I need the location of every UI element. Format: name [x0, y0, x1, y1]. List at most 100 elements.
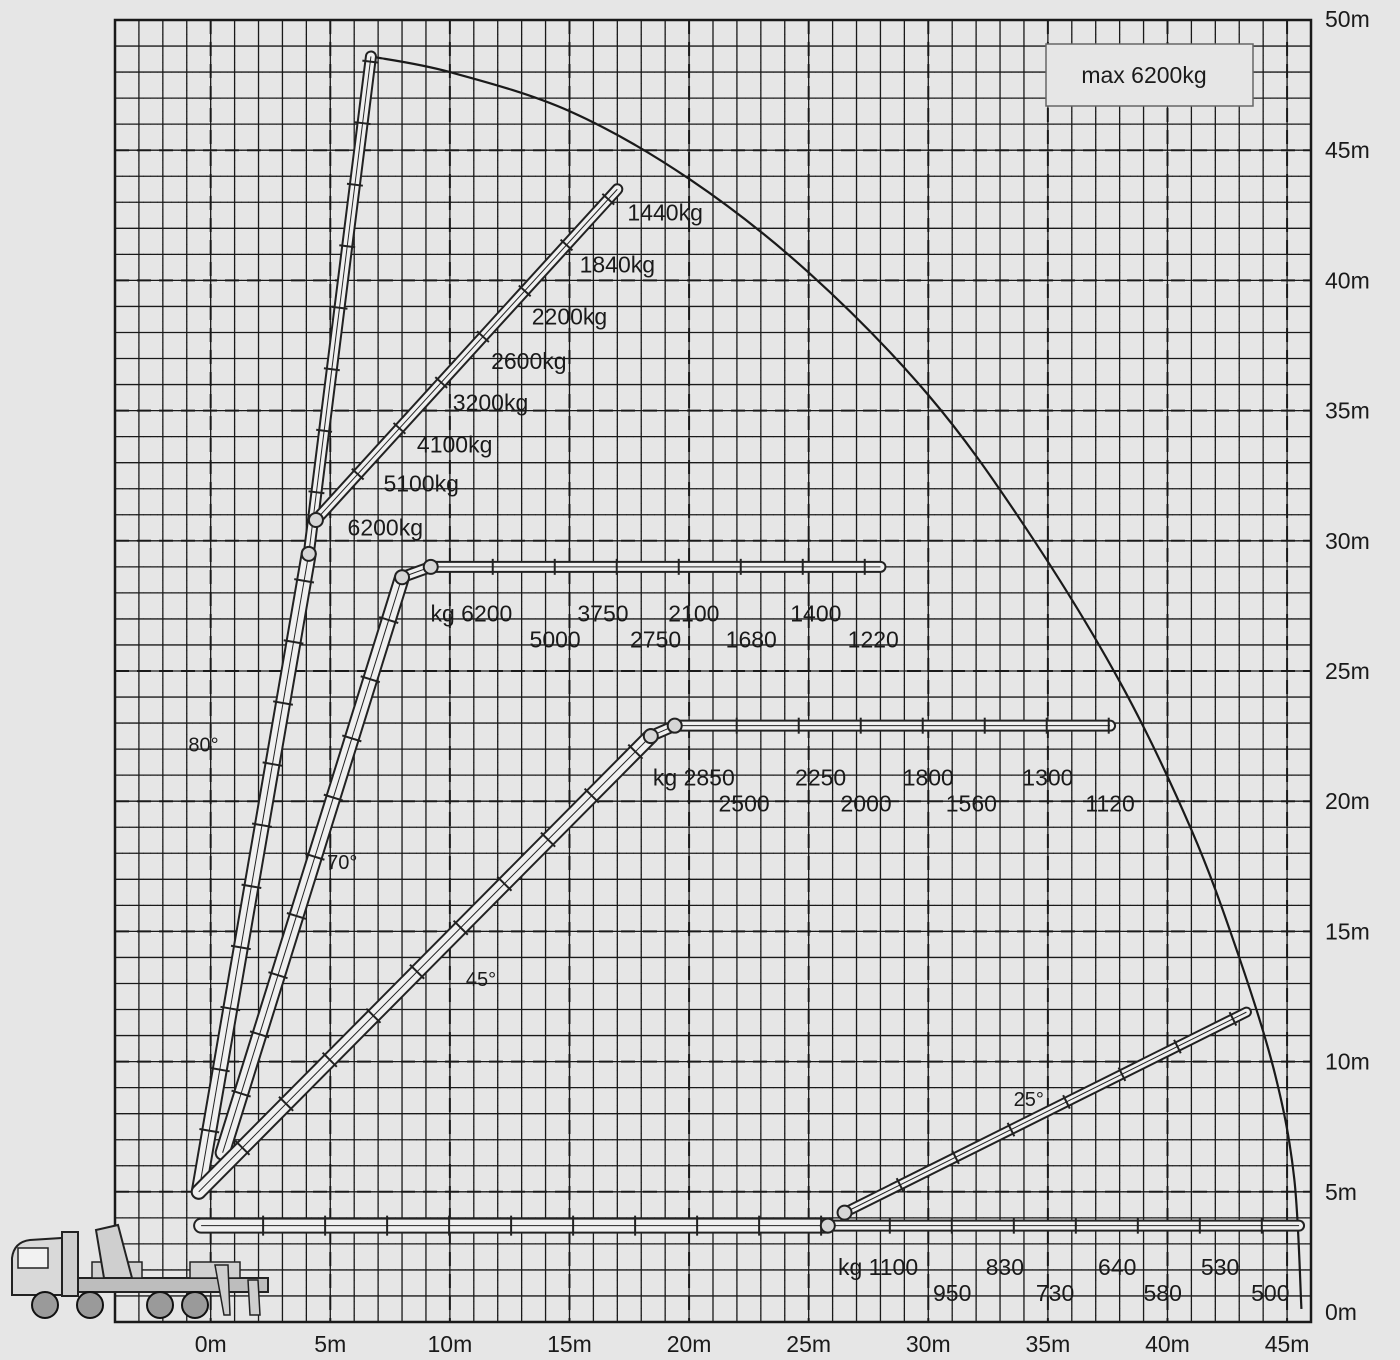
y-tick-label: 5m — [1325, 1179, 1357, 1205]
capacity-label: 3750 — [577, 601, 628, 627]
y-tick-label: 0m — [1325, 1299, 1357, 1325]
boom-section-joint — [286, 912, 307, 920]
envelope-curve — [370, 55, 1303, 1310]
capacity-label: 580 — [1144, 1280, 1182, 1306]
capacity-label: 1840kg — [580, 252, 655, 278]
boom-position-knuckle — [307, 183, 624, 528]
capacity-label: 1560 — [946, 791, 997, 817]
boom-arm-segment — [309, 183, 624, 526]
truck-cab — [11, 1231, 79, 1297]
capacity-label: 640 — [1098, 1254, 1136, 1280]
boom-angle-label: 70° — [327, 852, 357, 874]
boom-section-joint — [365, 1007, 382, 1024]
boom-position-2 — [214, 558, 887, 1161]
boom-angle-label: 80° — [188, 735, 218, 757]
boom-section-joint — [331, 305, 348, 310]
max-capacity-box: max 6200kg — [1045, 43, 1254, 107]
boom-section-joint — [1006, 1122, 1016, 1137]
x-tick-label: 45m — [1265, 1331, 1310, 1357]
capacity-label: 1300 — [1022, 765, 1073, 791]
boom-section-joint — [234, 1140, 251, 1156]
boom-section-joint — [308, 490, 325, 495]
boom-section-joint — [1117, 1067, 1127, 1082]
capacity-label: 1680 — [726, 627, 777, 653]
capacity-label: 1120 — [1085, 791, 1134, 817]
boom-section-joint — [346, 182, 363, 187]
boom-section-joint — [209, 1066, 230, 1073]
boom-section-joint — [339, 244, 356, 249]
x-tick-label: 35m — [1026, 1331, 1071, 1357]
boom-jib-extension — [839, 1006, 1252, 1219]
capacity-label: 2200kg — [532, 304, 607, 330]
boom-section-joint — [262, 761, 283, 767]
boom-section-joint — [220, 1005, 241, 1012]
boom-knuckle — [307, 511, 324, 528]
boom-section-joint — [540, 831, 556, 848]
y-tick-label: 30m — [1325, 528, 1370, 554]
capacity-label: kg 6200 — [430, 601, 512, 627]
boom-section-joint — [272, 700, 294, 706]
capacity-label: 4100kg — [417, 431, 492, 457]
boom-section-joint — [627, 743, 644, 760]
truck-wheels — [31, 1291, 209, 1319]
boom-section-joint — [409, 963, 425, 980]
boom-section-joint — [321, 1052, 338, 1068]
x-tick-label: 40m — [1145, 1331, 1190, 1357]
capacity-label: kg 1100 — [838, 1254, 918, 1280]
boom-section-joint — [199, 1128, 220, 1134]
boom-section-joint — [951, 1150, 960, 1165]
y-tick-label: 10m — [1325, 1049, 1370, 1075]
x-tick-label: 30m — [906, 1331, 951, 1357]
boom-position-1 — [190, 50, 379, 1200]
x-tick-label: 15m — [547, 1331, 592, 1357]
boom-section-joint — [518, 284, 532, 297]
capacity-label: 3200kg — [453, 390, 528, 416]
capacity-label: 2100 — [668, 601, 719, 627]
capacity-label: 530 — [1201, 1254, 1239, 1280]
boom-arm-segment — [190, 545, 317, 1200]
boom-angle-label: 25° — [1014, 1089, 1044, 1111]
capacity-label: 1220 — [848, 627, 899, 653]
boom-section-joint — [1173, 1039, 1182, 1054]
capacity-label: 2500 — [719, 791, 770, 817]
x-tick-label: 5m — [314, 1331, 346, 1357]
boom-angle-label: 45° — [466, 969, 496, 991]
x-axis-ticks: 0m 5m 10m 15m 20m 25m 30m 35m 40m 45m — [195, 1331, 1310, 1357]
max-capacity-frame — [1045, 43, 1254, 107]
boom-section-joint — [341, 734, 362, 743]
boom-section-joint — [378, 616, 399, 624]
capacity-label: 500 — [1251, 1280, 1289, 1306]
boom-section-joint — [316, 428, 333, 433]
plot-frame — [113, 18, 1313, 1324]
boom-section-joint — [305, 852, 325, 861]
boom-knuckle — [819, 1217, 836, 1234]
boom-arm-segment — [214, 569, 411, 1161]
boom-section-joint — [392, 422, 407, 435]
capacity-label: 950 — [933, 1280, 971, 1306]
y-axis-ticks: 0m 5m 10m 15m 20m 25m 30m 35m 40m 45m 50m — [1325, 6, 1370, 1325]
capacity-label: 5100kg — [383, 470, 458, 496]
capacity-label: 1800 — [903, 765, 954, 791]
y-tick-label: 25m — [1325, 658, 1370, 684]
boom-section-joint — [249, 1030, 270, 1039]
boom-knuckle — [422, 558, 439, 575]
truck-silhouette — [11, 1223, 269, 1319]
capacity-labels: 1440kg 1840kg 2200kg 2600kg 3200kg 4100kg 5100… — [348, 200, 1290, 1307]
boom-arm-segment — [193, 1215, 836, 1236]
boom-arm-segment — [668, 717, 1117, 734]
boom-section-joint — [452, 919, 469, 936]
boom-section-joint — [583, 787, 600, 804]
boom-section-joint — [476, 330, 490, 343]
capacity-label: 1440kg — [627, 200, 702, 226]
boom-knuckle — [642, 728, 659, 745]
boom-section-joint — [323, 793, 344, 802]
boom-positions — [190, 50, 1306, 1236]
boom-section-joint — [1228, 1011, 1238, 1027]
boom-section-joint — [1062, 1094, 1071, 1110]
boom-arm-segment — [190, 728, 659, 1200]
boom-section-joint — [251, 822, 272, 828]
y-tick-label: 45m — [1325, 137, 1370, 163]
boom-section-joint — [231, 1089, 251, 1098]
capacity-label: 2600kg — [491, 348, 566, 374]
capacity-label: 1400 — [790, 601, 841, 627]
